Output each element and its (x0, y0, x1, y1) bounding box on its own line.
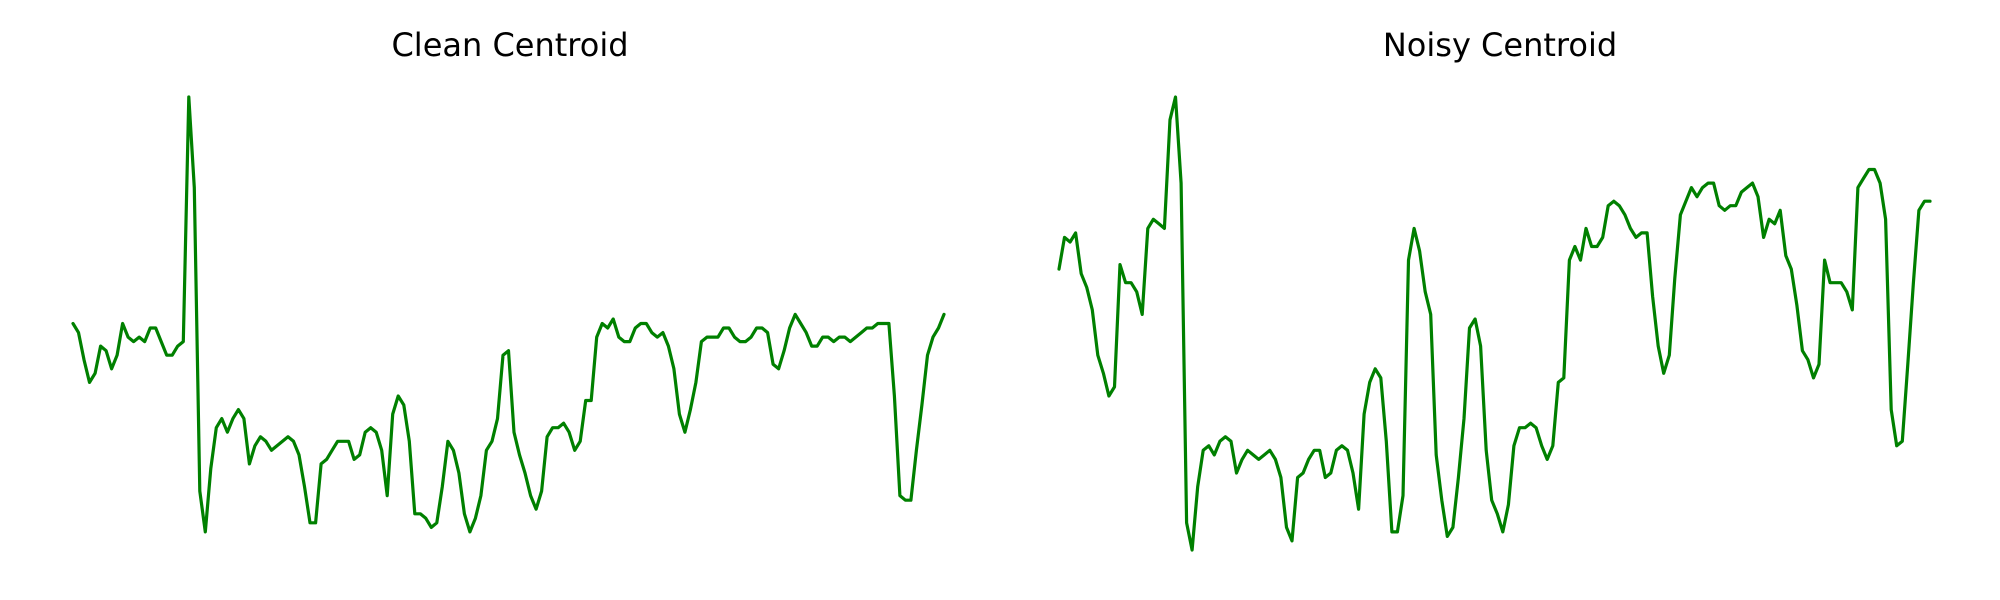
clean-centroid-line-layer (71, 95, 946, 534)
chart-title-clean-centroid: Clean Centroid (391, 26, 628, 64)
chart-noisy-centroid: Noisy Centroid (1057, 26, 1932, 552)
chart-clean-centroid: Clean Centroid (71, 26, 946, 534)
chart-title-noisy-centroid: Noisy Centroid (1383, 26, 1617, 64)
noisy-centroid-line-layer (1057, 95, 1932, 552)
noisy-centroid-series-line (1057, 95, 1932, 552)
clean-centroid-series-line (71, 95, 946, 534)
